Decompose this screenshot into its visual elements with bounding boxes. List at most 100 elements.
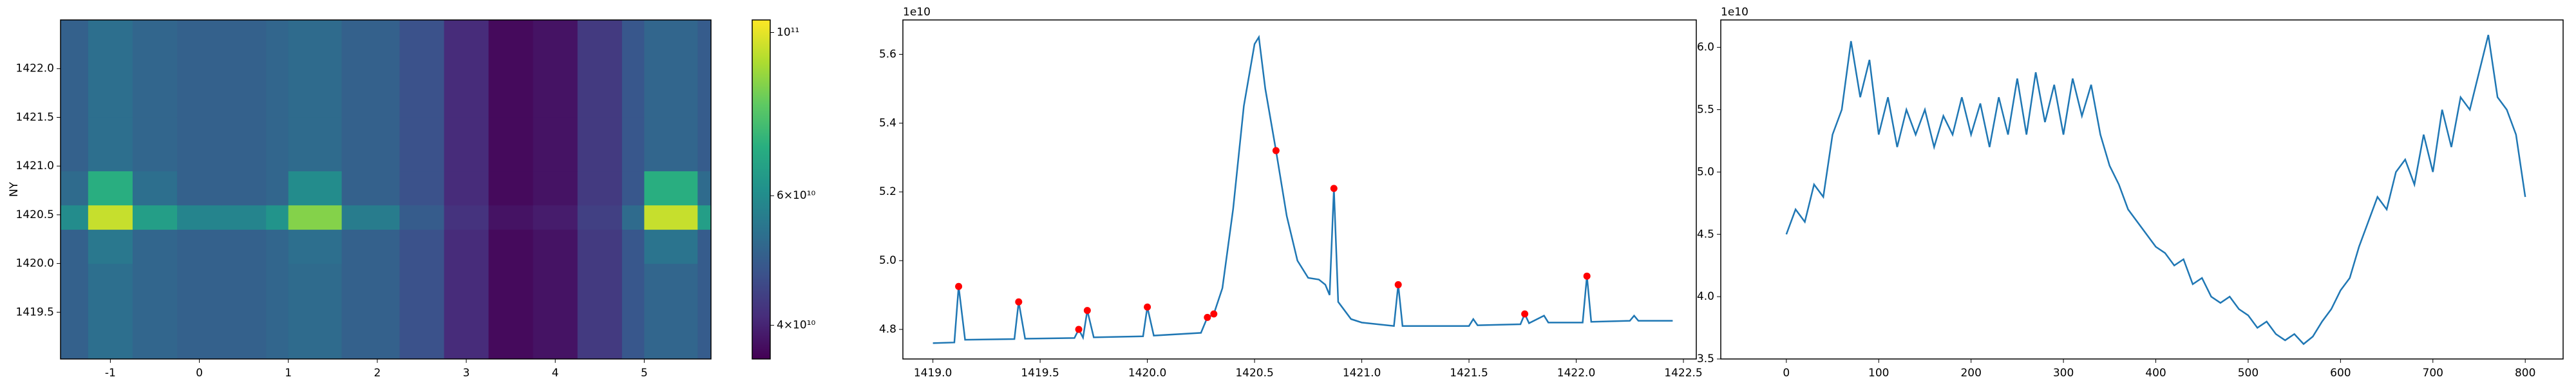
heatmap-cell: [399, 170, 444, 206]
heatmap-cell: [222, 170, 267, 206]
offset-text: 1e10: [1721, 6, 1748, 19]
x-tick-label: 600: [2330, 367, 2351, 380]
heatmap-cell: [399, 205, 444, 230]
heatmap-cell: [697, 263, 712, 360]
y-tick-label: 5.5: [1697, 104, 1714, 116]
y-tick-label: 1420.0: [16, 257, 54, 270]
x-tick-label: 800: [2515, 367, 2535, 380]
heatmap-cell: [266, 170, 289, 206]
heatmap-cell: [444, 229, 489, 264]
heatmap-cell: [266, 205, 289, 230]
x-tick-label: 0: [196, 367, 203, 380]
y-tick-label: 6.0: [1697, 41, 1714, 54]
x-tick-label: 700: [2423, 367, 2443, 380]
colorbar-tick-label: 10¹¹: [777, 26, 799, 39]
heatmap-cell: [266, 117, 289, 172]
x-tick-label: 1420.5: [1235, 367, 1273, 380]
heatmap-cell: [61, 263, 89, 360]
heatmap-cell: [222, 117, 267, 172]
line: [1785, 34, 2526, 345]
heatmap-cell: [88, 117, 133, 172]
heatmap-cell: [132, 20, 178, 118]
peak-marker: [1272, 147, 1280, 154]
heatmap-cell: [61, 170, 89, 206]
heatmap-cell: [444, 20, 489, 118]
heatmap-cell: [533, 20, 578, 118]
y-tick-label: 1422.0: [16, 62, 54, 75]
peak-marker: [1521, 310, 1529, 318]
heatmap-cell: [341, 170, 400, 206]
peak-marker: [955, 282, 963, 290]
heatmap-cell: [399, 117, 444, 172]
heatmap-cell: [288, 229, 343, 264]
peak-marker: [1583, 272, 1591, 280]
heatmap-cell: [644, 20, 698, 118]
heatmap-cell: [88, 205, 133, 230]
heatmap-cell: [444, 117, 489, 172]
heatmap-cell: [621, 229, 645, 264]
heatmap-cell: [577, 205, 623, 230]
heatmap-cell: [176, 229, 222, 264]
heatmap-cell: [176, 205, 222, 230]
heatmap-cell: [288, 263, 343, 360]
heatmap-cell: [577, 263, 623, 360]
heatmap-cell: [621, 205, 645, 230]
offset-text: 1e10: [903, 6, 931, 19]
heatmap-cell: [399, 229, 444, 264]
x-tick-label: 2: [374, 367, 381, 380]
heatmap-cell: [644, 205, 698, 230]
heatmap-cell: [697, 229, 712, 264]
heatmap-cell: [88, 170, 133, 206]
x-tick-label: 1422.5: [1664, 367, 1702, 380]
x-tick-label: 0: [1783, 367, 1790, 380]
heatmap-cell: [288, 117, 343, 172]
heatmap-cell: [222, 20, 267, 118]
heatmap-cell: [61, 229, 89, 264]
y-tick-label: 5.6: [879, 48, 896, 60]
heatmap-cell: [132, 263, 178, 360]
x-tick-label: 1: [285, 367, 292, 380]
heatmap-cell: [88, 229, 133, 264]
y-tick-label: 4.5: [1697, 228, 1714, 241]
x-tick-label: -1: [105, 367, 116, 380]
peak-marker: [1204, 313, 1211, 321]
x-tick-label: 3: [463, 367, 470, 380]
heatmap-cell: [341, 229, 400, 264]
heatmap-cell: [61, 117, 89, 172]
y-axis-label: NY: [8, 181, 21, 197]
heatmap-cell: [697, 117, 712, 172]
heatmap-cell: [621, 170, 645, 206]
heatmap-cell: [488, 170, 534, 206]
heatmap-cell: [266, 229, 289, 264]
heatmap-cell: [577, 170, 623, 206]
heatmap-cell: [222, 229, 267, 264]
heatmap-cell: [577, 20, 623, 118]
heatmap-cell: [697, 170, 712, 206]
heatmap-cell: [644, 170, 698, 206]
heatmap-cell: [533, 170, 578, 206]
peak-marker: [1394, 281, 1402, 289]
peak-marker: [1075, 326, 1083, 333]
heatmap-cell: [176, 20, 222, 118]
y-tick-label: 4.8: [879, 323, 896, 336]
heatmap-cell: [399, 263, 444, 360]
axes-frame: [902, 19, 1697, 360]
colorbar: [752, 19, 771, 360]
heatmap-cell: [88, 263, 133, 360]
y-tick-label: 1420.5: [16, 208, 54, 221]
colorbar-tick-label: 6×10¹⁰: [777, 189, 816, 202]
heatmap-cell: [621, 263, 645, 360]
x-tick-label: 1419.5: [1021, 367, 1059, 380]
heatmap-cell: [132, 170, 178, 206]
heatmap-cell: [533, 117, 578, 172]
peak-marker: [1083, 307, 1091, 315]
heatmap-cell: [577, 229, 623, 264]
heatmap-cell: [644, 263, 698, 360]
heatmap-cell: [488, 205, 534, 230]
y-tick-label: 1419.5: [16, 306, 54, 318]
heatmap-cell: [444, 170, 489, 206]
heatmap-cell: [176, 117, 222, 172]
x-tick-label: 100: [1868, 367, 1889, 380]
heatmap-cell: [266, 263, 289, 360]
x-tick-label: 1420.0: [1128, 367, 1166, 380]
